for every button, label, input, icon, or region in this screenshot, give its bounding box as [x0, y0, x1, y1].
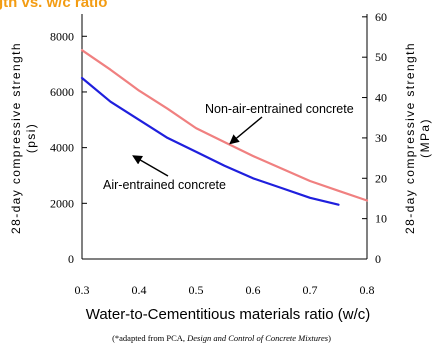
x-tick-label: 0.7	[303, 283, 318, 297]
series-line-non-air-entrained-concrete	[80, 49, 369, 202]
plot-frame	[81, 14, 368, 260]
right-axis-title: 28-day compressive strength (MPa)	[403, 42, 432, 234]
x-tick-label: 0.6	[246, 283, 261, 297]
right-tick-label: 40	[375, 91, 387, 105]
annotation-arrow-air-entrained-concrete	[132, 155, 169, 177]
right-tick-label: 10	[375, 212, 387, 226]
annotation-layer: Non-air-entrained concrete Air-entrained …	[103, 102, 354, 192]
annotation-arrow-non-air-entrained-concrete	[229, 116, 263, 145]
x-axis-title: Water-to-Cementitious materials ratio (w…	[86, 306, 371, 323]
left-tick-label: 0	[68, 252, 74, 266]
x-tick-label: 0.4	[132, 283, 147, 297]
annotation-label-non-air-entrained-concrete: Non-air-entrained concrete	[205, 102, 354, 116]
series-layer	[80, 49, 369, 206]
right-tick-label: 60	[375, 10, 387, 24]
left-axis-title-line1: 28-day compressive strength	[9, 42, 23, 234]
x-tick-label: 0.5	[189, 283, 204, 297]
x-tick-label: 0.3	[75, 283, 90, 297]
left-tick-label: 8000	[50, 29, 74, 43]
left-axis-ticks: 0 2000 4000 6000 8000	[50, 29, 87, 266]
footnote-italic: Design and Control of Concrete Mixtures	[187, 333, 329, 343]
right-axis-title-line1: 28-day compressive strength	[403, 42, 417, 234]
x-axis-ticks: 0.3 0.4 0.5 0.6 0.7 0.8	[75, 283, 375, 297]
footnote-suffix: )	[328, 333, 331, 343]
left-tick-label: 6000	[50, 85, 74, 99]
series-line-air-entrained-concrete	[80, 76, 340, 206]
right-tick-label: 30	[375, 131, 387, 145]
left-tick-label: 4000	[50, 141, 74, 155]
left-axis-title: 28-day compressive strength (psi)	[9, 42, 38, 234]
right-tick-label: 50	[375, 50, 387, 64]
source-footnote: (*adapted from PCA, Design and Control o…	[0, 333, 443, 343]
left-axis-title-line2: (psi)	[24, 123, 38, 153]
right-axis-ticks: 0 10 20 30 40 50 60	[362, 10, 387, 266]
right-tick-label: 0	[375, 252, 381, 266]
left-tick-label: 2000	[50, 196, 74, 210]
right-axis-title-line2: (MPa)	[418, 118, 432, 158]
chart-title-partial: gth vs. w/c ratio	[0, 0, 107, 11]
footnote-prefix: (*adapted from PCA,	[112, 333, 188, 343]
right-tick-label: 20	[375, 171, 387, 185]
annotation-label-air-entrained-concrete: Air-entrained concrete	[103, 178, 226, 192]
x-tick-label: 0.8	[360, 283, 375, 297]
